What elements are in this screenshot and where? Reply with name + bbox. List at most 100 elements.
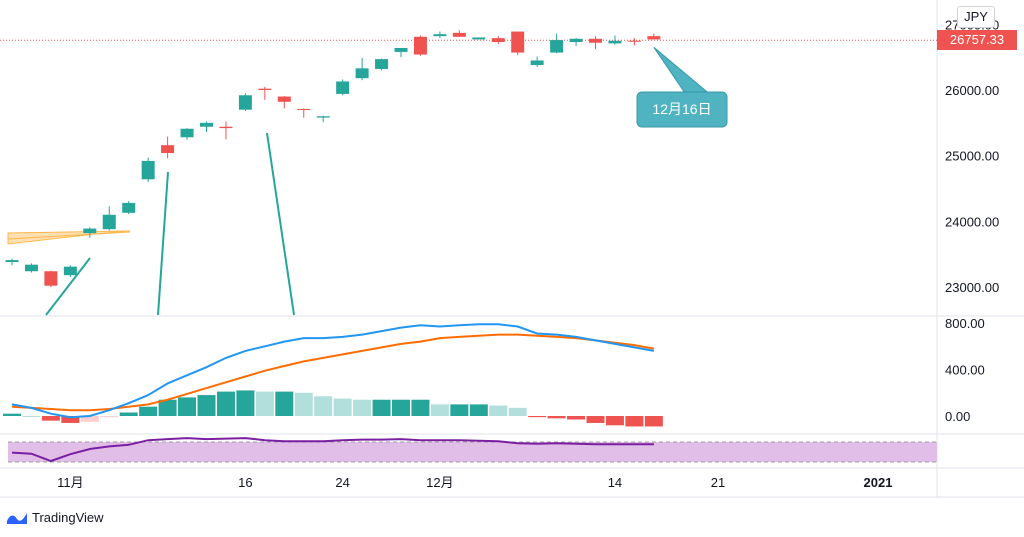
candle — [258, 88, 272, 90]
candle — [161, 145, 175, 154]
macd-histogram-bar — [392, 399, 410, 416]
candle — [44, 271, 58, 286]
macd-histogram-bar — [61, 416, 80, 423]
candle — [238, 95, 252, 110]
macd-histogram-bar — [3, 413, 21, 416]
macd-histogram-bar — [22, 416, 41, 417]
candle — [316, 116, 330, 118]
candle — [5, 260, 19, 263]
macd-histogram-bar — [197, 395, 216, 416]
macd-histogram-bar — [41, 416, 60, 421]
time-tick-label: 12月 — [426, 475, 453, 490]
macd-histogram-bar — [139, 406, 158, 416]
time-tick-label: 21 — [711, 475, 725, 490]
macd-histogram-bar — [450, 404, 469, 416]
candle — [394, 47, 408, 52]
macd-histogram-bar — [275, 391, 294, 416]
candle — [219, 126, 233, 129]
candle — [24, 264, 38, 272]
candle — [433, 34, 447, 37]
macd-tick-label: 0.00 — [945, 409, 970, 424]
macd-tick-label: 400.00 — [945, 363, 985, 378]
candle — [63, 266, 77, 276]
trend-line — [45, 257, 91, 316]
axes: 23000.0024000.0025000.0026000.0027000.00… — [57, 17, 999, 490]
candle — [472, 37, 486, 40]
candle — [608, 40, 622, 44]
macd-histogram-bar — [255, 391, 274, 416]
rsi-pane[interactable] — [8, 437, 937, 463]
macd-histogram-bar — [625, 416, 644, 427]
macd-histogram-bar — [489, 405, 508, 416]
time-tick-label: 11月 — [57, 475, 84, 490]
time-tick-label: 14 — [608, 475, 622, 490]
candle — [569, 38, 583, 43]
candle — [627, 40, 641, 42]
macd-histogram-bar — [586, 416, 605, 423]
macd-histogram-bar — [508, 407, 527, 416]
price-pane[interactable]: 12月16日 — [0, 30, 937, 316]
macd-histogram-bar — [644, 416, 663, 427]
time-tick-label: 24 — [335, 475, 349, 490]
macd-histogram-bar — [178, 397, 197, 416]
candle — [355, 68, 369, 79]
callout-box — [636, 91, 728, 128]
macd-pane[interactable] — [3, 323, 663, 427]
macd-histogram-bar — [236, 390, 255, 416]
logo-text: TradingView — [32, 510, 104, 525]
candle — [180, 128, 194, 138]
macd-histogram-bar — [353, 399, 372, 416]
macd-histogram-bar — [567, 416, 586, 420]
candle — [511, 31, 525, 53]
trend-line — [266, 132, 295, 316]
macd-histogram-bar — [314, 396, 333, 416]
macd-histogram-bar — [158, 399, 177, 416]
macd-histogram-bar — [372, 399, 391, 416]
macd-histogram-bar — [469, 404, 488, 416]
rsi-line — [11, 437, 654, 463]
candle — [336, 81, 350, 94]
macd-histogram-bar — [333, 398, 352, 416]
candle — [647, 36, 661, 40]
time-tick-label: 2021 — [864, 475, 893, 490]
callout-pointer — [653, 46, 714, 97]
candle — [297, 109, 311, 111]
channel-midline — [7, 231, 131, 240]
macd-histogram-bar — [216, 391, 235, 416]
candle — [83, 228, 97, 234]
tradingview-logo-icon — [7, 512, 27, 524]
last-price-tag: 26757.33 — [937, 30, 1017, 50]
grid — [0, 0, 1024, 498]
time-tick-label: 16 — [238, 475, 252, 490]
candle — [530, 60, 544, 66]
candle — [589, 38, 602, 43]
price-tick-label: 23000.00 — [945, 280, 999, 295]
macd-histogram-bar — [430, 404, 449, 416]
macd-line — [11, 323, 655, 419]
macd-histogram-bar — [294, 392, 313, 416]
candle — [491, 38, 505, 43]
trend-line — [157, 171, 169, 316]
price-tick-label: 24000.00 — [945, 214, 999, 229]
price-tick-label: 25000.00 — [945, 149, 999, 164]
macd-histogram-bar — [80, 416, 99, 422]
tradingview-logo[interactable]: TradingView — [6, 510, 104, 525]
candle — [200, 122, 213, 127]
macd-histogram-bar — [547, 416, 566, 419]
rsi-band — [8, 442, 937, 462]
macd-histogram-bar — [100, 416, 119, 418]
callout-text: 12月16日 — [652, 101, 711, 117]
macd-histogram-bar — [411, 399, 430, 416]
candle — [102, 214, 116, 230]
macd-tick-label: 800.00 — [945, 316, 985, 331]
candle — [413, 36, 427, 55]
currency-badge[interactable]: JPY — [957, 6, 995, 28]
candle — [122, 202, 136, 213]
price-tick-label: 26000.00 — [945, 83, 999, 98]
candle — [141, 160, 155, 180]
signal-line — [11, 333, 655, 412]
candle — [375, 59, 389, 69]
macd-histogram-bar — [605, 416, 624, 426]
macd-histogram-bar — [528, 416, 547, 418]
